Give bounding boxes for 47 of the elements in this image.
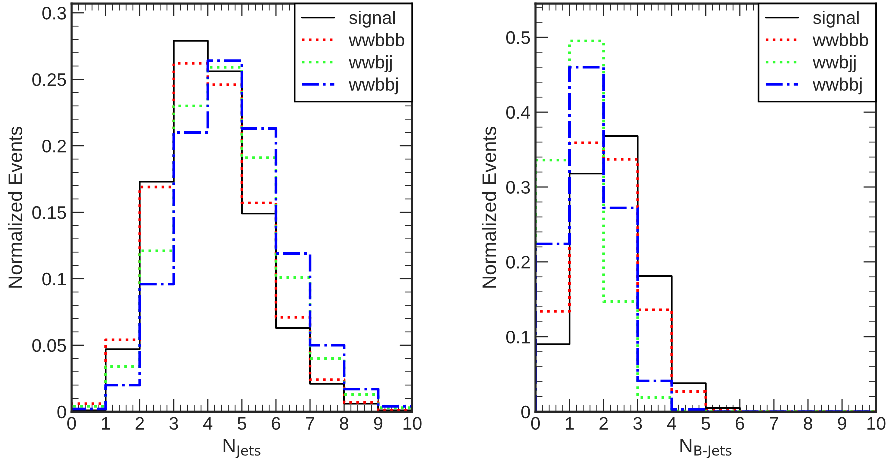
y-tick-label: 0.1 xyxy=(42,272,66,286)
x-tick-label: 10 xyxy=(868,417,886,430)
x-tick-label: 8 xyxy=(340,417,349,430)
x-tick-label: 10 xyxy=(404,417,422,430)
x-tick-label: 2 xyxy=(600,417,608,430)
y-tick-label: 0.3 xyxy=(42,7,66,20)
y-tick-label: 0.5 xyxy=(506,31,530,44)
x-axis-title: N$_{B-Jets}$ xyxy=(680,439,732,458)
x-tick-label: 3 xyxy=(634,417,642,430)
legend-label: wwbbb xyxy=(812,33,868,47)
y-axis-title: Normalized Events xyxy=(8,126,22,288)
x-tick-label: 1 xyxy=(566,417,574,430)
legend-label: wwbbb xyxy=(349,33,404,47)
y-tick-label: 0 xyxy=(522,406,530,419)
x-tick-label: 3 xyxy=(170,417,178,430)
y-tick-label: 0.05 xyxy=(32,339,66,352)
x-tick-label: 2 xyxy=(136,417,144,430)
x-tick-label: 8 xyxy=(804,417,812,430)
y-tick-label: 0.2 xyxy=(42,140,66,153)
legend-label: wwbbj xyxy=(812,78,862,95)
x-tick-label: 4 xyxy=(667,417,676,430)
x-tick-label: 6 xyxy=(272,417,280,430)
y-tick-label: 0.3 xyxy=(506,181,530,194)
y-tick-label: 0 xyxy=(58,406,66,419)
y-tick-label: 0.25 xyxy=(32,74,66,86)
x-tick-label: 0 xyxy=(531,417,540,430)
legend-label: signal xyxy=(813,11,859,28)
x-tick-label: 4 xyxy=(203,417,213,430)
y-tick-label: 0.4 xyxy=(506,106,530,120)
y-tick-label: 0.2 xyxy=(506,256,530,269)
legend-label: wwbjj xyxy=(812,56,856,72)
x-tick-label: 1 xyxy=(102,417,110,430)
x-tick-label: 6 xyxy=(736,417,744,430)
y-axis-title: Normalized Events xyxy=(482,126,496,288)
x-tick-label: 0 xyxy=(68,417,76,430)
x-axis-title: N$_{Jets}$ xyxy=(224,439,261,458)
y-tick-label: 0.15 xyxy=(32,206,66,220)
x-tick-label: 5 xyxy=(702,417,710,430)
legend-label: signal xyxy=(350,11,395,28)
y-tick-label: 0.1 xyxy=(506,330,530,344)
x-tick-label: 7 xyxy=(306,417,314,430)
legend-label: wwbjj xyxy=(349,56,392,72)
x-tick-label: 9 xyxy=(838,417,846,430)
x-tick-label: 9 xyxy=(374,417,383,430)
x-tick-label: 7 xyxy=(770,417,778,430)
legend-label: wwbbj xyxy=(349,78,398,95)
x-tick-label: 5 xyxy=(238,417,246,430)
